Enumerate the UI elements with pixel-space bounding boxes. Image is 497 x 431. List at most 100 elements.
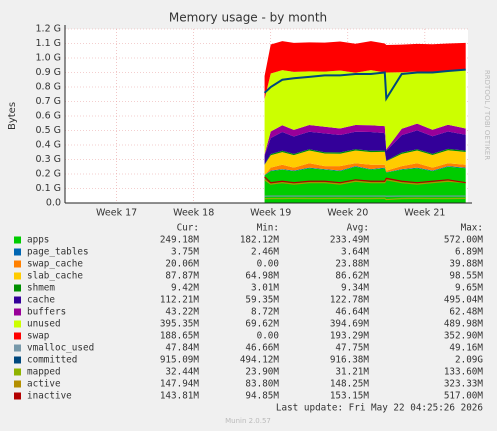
- y-tick-label: 1.1 G: [36, 38, 62, 49]
- legend-value: 6.89M: [455, 247, 483, 258]
- legend-value: 572.00M: [444, 235, 484, 246]
- legend-value: 0.00: [257, 259, 279, 270]
- legend-label: cache: [27, 295, 55, 306]
- y-tick-label: 0.7 G: [36, 96, 62, 107]
- legend-column-header: Avg:: [347, 223, 369, 234]
- legend-label: slab_cache: [27, 271, 83, 282]
- chart-title: Memory usage - by month: [169, 11, 327, 25]
- legend-value: 182.12M: [240, 235, 280, 246]
- legend-value: 122.78M: [330, 295, 370, 306]
- legend-value: 2.46M: [251, 247, 279, 258]
- legend-label: vmalloc_used: [27, 343, 94, 354]
- legend-value: 86.62M: [335, 271, 369, 282]
- line-inactive: [264, 176, 466, 184]
- x-tick-label: Week 21: [404, 208, 445, 219]
- legend-label: page_tables: [27, 247, 89, 258]
- legend: Cur: Min: Avg: Max: apps 249.18M 182.12M 233.49…: [14, 223, 483, 402]
- area-unused: [264, 70, 466, 155]
- legend-value: 112.21M: [160, 295, 200, 306]
- legend-value: 87.87M: [165, 271, 199, 282]
- y-tick-label: 0.3 G: [36, 154, 62, 165]
- legend-value: 64.98M: [245, 271, 279, 282]
- legend-value: 148.25M: [330, 379, 370, 390]
- legend-value: 2.09G: [455, 355, 483, 366]
- area-swap_cache: [264, 163, 466, 176]
- legend-value: 94.85M: [245, 391, 279, 402]
- legend-value: 143.81M: [160, 391, 200, 402]
- line-mapped: [264, 197, 466, 201]
- legend-value: 47.75M: [335, 343, 369, 354]
- legend-swatch: [14, 320, 21, 328]
- footer: Munin 2.0.57: [225, 417, 271, 425]
- y-tick-label: 0.5 G: [36, 125, 62, 136]
- legend-label: committed: [27, 355, 77, 366]
- legend-value: 83.80M: [245, 379, 279, 390]
- watermark: RRDTOOL / TOBI OETIKER: [483, 70, 491, 160]
- legend-value: 8.72M: [251, 307, 279, 318]
- x-tick-label: Week 17: [96, 208, 137, 219]
- legend-value: 32.44M: [165, 367, 199, 378]
- legend-value: 517.00M: [444, 391, 484, 402]
- legend-value: 31.21M: [335, 367, 369, 378]
- x-tick-label: Week 19: [250, 208, 291, 219]
- legend-value: 39.88M: [449, 259, 483, 270]
- legend-label: active: [27, 379, 61, 390]
- legend-swatch: [14, 248, 21, 256]
- legend-value: 20.06M: [165, 259, 199, 270]
- legend-swatch: [14, 272, 21, 280]
- area-swap: [264, 41, 466, 100]
- legend-swatch: [14, 284, 21, 292]
- y-tick-label: 0.2 G: [36, 169, 62, 180]
- legend-value: 47.84M: [165, 343, 199, 354]
- x-tick-label: Week 18: [173, 208, 214, 219]
- legend-value: 3.01M: [251, 283, 279, 294]
- legend-value: 489.98M: [444, 319, 484, 330]
- legend-value: 49.16M: [449, 343, 483, 354]
- legend-swatch: [14, 332, 21, 340]
- y-tick-label: 0.8 G: [36, 82, 62, 93]
- legend-value: 352.90M: [444, 331, 484, 342]
- y-tick-label: 0.6 G: [36, 111, 62, 122]
- legend-column-header: Cur:: [177, 223, 199, 234]
- y-tick-label: 0.0: [46, 198, 61, 209]
- legend-value: 43.22M: [165, 307, 199, 318]
- legend-value: 59.35M: [245, 295, 279, 306]
- legend-value: 0.00: [257, 331, 279, 342]
- legend-value: 98.55M: [449, 271, 483, 282]
- legend-label: apps: [27, 235, 49, 246]
- legend-value: 9.65M: [455, 283, 483, 294]
- line-committed: [263, 68, 466, 102]
- legend-value: 9.34M: [341, 283, 369, 294]
- legend-value: 394.69M: [330, 319, 370, 330]
- legend-swatch: [14, 236, 21, 244]
- legend-label: unused: [27, 319, 61, 330]
- area-page_tables: [264, 166, 466, 176]
- legend-value: 46.64M: [335, 307, 369, 318]
- legend-swatch: [14, 380, 21, 388]
- y-tick-label: 1.2 G: [36, 24, 62, 35]
- legend-label: swap: [27, 331, 50, 342]
- area-shmem: [264, 148, 466, 165]
- line-active: [264, 179, 466, 185]
- legend-value: 153.15M: [330, 391, 370, 402]
- legend-label: swap_cache: [27, 259, 83, 270]
- x-tick-label: Week 20: [327, 208, 368, 219]
- legend-value: 495.04M: [444, 295, 484, 306]
- legend-value: 494.12M: [240, 355, 280, 366]
- y-tick-label: 1.0 G: [36, 53, 62, 64]
- legend-value: 46.66M: [245, 343, 279, 354]
- area-apps: [264, 166, 466, 203]
- legend-value: 3.75M: [171, 247, 199, 258]
- y-tick-label: 0.9 G: [36, 67, 62, 78]
- legend-label: mapped: [27, 367, 61, 378]
- legend-label: inactive: [27, 391, 72, 402]
- legend-value: 395.35M: [160, 319, 200, 330]
- legend-value: 188.65M: [160, 331, 200, 342]
- legend-value: 9.42M: [171, 283, 199, 294]
- legend-value: 23.90M: [245, 367, 279, 378]
- legend-value: 915.09M: [160, 355, 200, 366]
- legend-value: 916.38M: [330, 355, 370, 366]
- legend-swatch: [14, 260, 21, 268]
- legend-value: 249.18M: [160, 235, 200, 246]
